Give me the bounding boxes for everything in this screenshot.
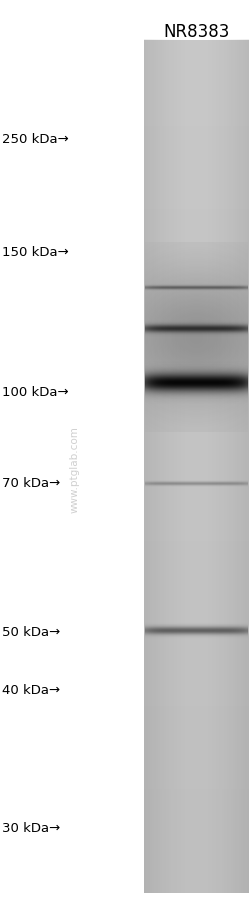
Text: 250 kDa→: 250 kDa→ [2,133,69,146]
Text: 30 kDa→: 30 kDa→ [2,822,61,834]
Text: 100 kDa→: 100 kDa→ [2,386,69,399]
Text: www.ptglab.com: www.ptglab.com [70,426,80,512]
Text: NR8383: NR8383 [163,23,230,41]
Text: 50 kDa→: 50 kDa→ [2,625,61,638]
Text: 150 kDa→: 150 kDa→ [2,246,69,259]
Text: 70 kDa→: 70 kDa→ [2,476,61,489]
Bar [144,41,249,893]
Text: 40 kDa→: 40 kDa→ [2,684,60,696]
